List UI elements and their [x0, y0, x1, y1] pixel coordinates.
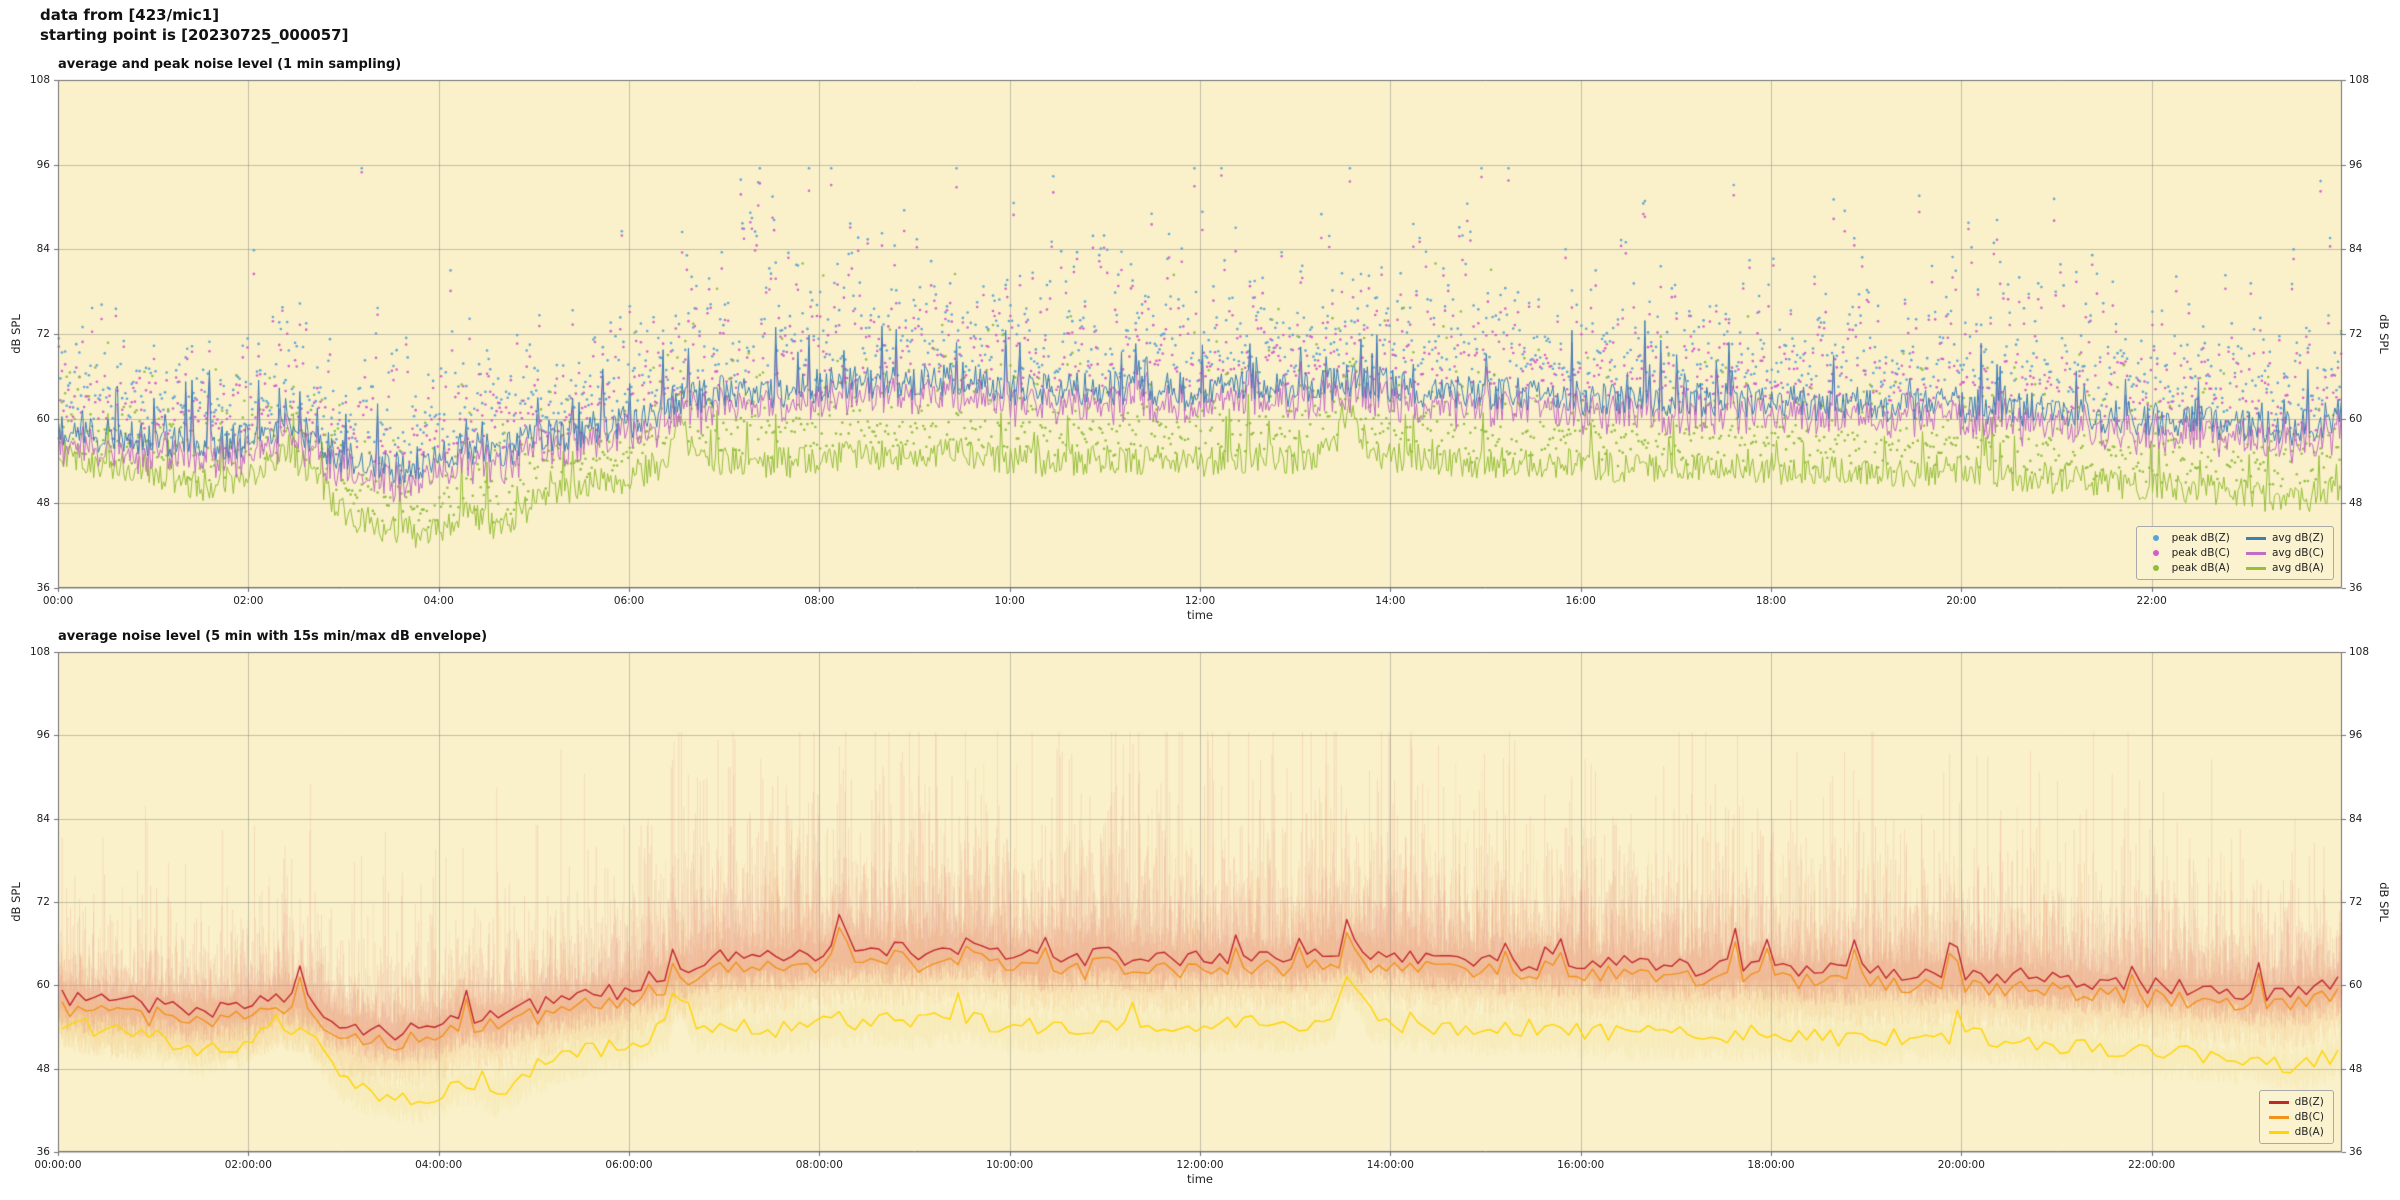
x-tick-label: 00:00: [42, 595, 74, 607]
legend-label: dB(Z): [2294, 1096, 2324, 1108]
legend-marker-dot-icon: [2152, 535, 2159, 541]
y-tick-label-left: 72: [36, 896, 50, 908]
x-tick-label: 08:00:00: [795, 1159, 843, 1171]
x-tick-label: 14:00:00: [1366, 1159, 1414, 1171]
x-tick-label: 06:00: [613, 595, 645, 607]
legend-label: peak dB(Z): [2171, 532, 2230, 544]
x-tick-label: 10:00: [994, 595, 1025, 607]
legend-marker-dot-icon: [2152, 550, 2159, 556]
y-tick-label-left: 84: [36, 812, 50, 825]
y-tick-label-left: 108: [29, 646, 50, 658]
x-tick-label: 00:00:00: [34, 1159, 82, 1171]
x-tick-label: 22:00:00: [2128, 1159, 2176, 1171]
x-tick-label: 10:00:00: [986, 1159, 1034, 1171]
y-tick-label-right: 48: [2349, 497, 2363, 510]
legend-label: avg dB(Z): [2271, 532, 2324, 544]
legend-item: dB(C): [2268, 1111, 2324, 1123]
y-tick-label-left: 48: [36, 1062, 50, 1075]
y-tick-label-right: 108: [2349, 646, 2370, 658]
x-tick-label: 20:00:00: [1937, 1159, 1985, 1171]
chart-title-top: average and peak noise level (1 min samp…: [58, 57, 402, 72]
legend-label: peak dB(C): [2171, 547, 2230, 559]
y-tick-label-right: 84: [2349, 243, 2363, 256]
x-tick-label: 06:00:00: [605, 1159, 653, 1171]
y-tick-label-right: 36: [2349, 582, 2363, 594]
y-tick-label-right: 96: [2349, 158, 2363, 171]
y-tick-label-left: 36: [36, 1146, 50, 1158]
figure-header: data from [423/mic1] starting point is […: [40, 6, 348, 45]
y-tick-label-right: 72: [2349, 328, 2363, 340]
x-tick-label: 16:00:00: [1557, 1159, 1605, 1171]
x-axis-label-bottom: time: [1187, 1172, 1213, 1186]
y-tick-label-right: 48: [2349, 1062, 2363, 1075]
y-tick-label-right: 36: [2349, 1146, 2363, 1158]
x-tick-label: 18:00:00: [1747, 1159, 1795, 1171]
legend-marker-line-icon: [2268, 1115, 2289, 1119]
legend-label: peak dB(A): [2171, 562, 2230, 574]
y-tick-label-left: 96: [36, 158, 50, 171]
x-tick-label: 20:00: [1946, 595, 1977, 607]
header-line-1: data from [423/mic1]: [40, 6, 220, 24]
y-tick-label-left: 36: [36, 582, 50, 594]
x-tick-label: 12:00: [1184, 595, 1216, 607]
y-tick-label-left: 84: [36, 243, 50, 256]
y-tick-label-left: 60: [36, 412, 50, 425]
header-line-2: starting point is [20230725_000057]: [40, 25, 349, 44]
x-tick-label: 02:00: [233, 595, 264, 607]
legend-label: dB(C): [2294, 1111, 2324, 1123]
legend-marker-line-icon: [2245, 536, 2266, 540]
y-tick-label-left: 72: [36, 328, 50, 340]
legend-item: avg dB(Z): [2245, 532, 2324, 544]
legend-marker-line-icon: [2245, 566, 2266, 570]
chart-title-bottom: average noise level (5 min with 15s min/…: [58, 629, 488, 644]
legend-marker-line-icon: [2245, 551, 2266, 555]
y-tick-label-right: 108: [2349, 74, 2370, 86]
y-tick-label-right: 60: [2349, 412, 2363, 425]
y-tick-label-right: 72: [2349, 896, 2363, 908]
y-tick-label-left: 108: [29, 74, 50, 86]
legend-item: avg dB(A): [2245, 562, 2324, 574]
x-tick-label: 12:00:00: [1176, 1159, 1224, 1171]
x-tick-label: 14:00: [1375, 595, 1406, 607]
legend-marker-line-icon: [2268, 1130, 2289, 1134]
x-tick-label: 18:00: [1755, 595, 1787, 607]
chart-legend: peak dB(Z) peak dB(C) peak dB(A) avg dB(Z) a…: [2135, 526, 2334, 580]
x-tick-label: 08:00: [804, 595, 835, 607]
y-tick-label-left: 48: [36, 497, 50, 510]
x-tick-label: 16:00: [1565, 595, 1596, 607]
legend-marker-dot-icon: [2152, 565, 2159, 571]
y-tick-label-right: 84: [2349, 812, 2363, 825]
y-tick-label-left: 96: [36, 729, 50, 742]
y-tick-label-left: 60: [36, 979, 50, 992]
x-tick-label: 04:00:00: [415, 1159, 463, 1171]
legend-item: peak dB(A): [2146, 562, 2230, 574]
legend-item: dB(Z): [2268, 1096, 2324, 1108]
legend-marker-line-icon: [2268, 1100, 2289, 1104]
chart-legend: dB(Z) dB(C) dB(A): [2258, 1090, 2334, 1144]
x-tick-label: 22:00: [2136, 595, 2167, 607]
legend-label: avg dB(C): [2271, 547, 2324, 559]
x-tick-label: 04:00: [423, 595, 454, 607]
legend-item: peak dB(Z): [2146, 532, 2230, 544]
legend-item: dB(A): [2268, 1126, 2324, 1138]
legend-item: avg dB(C): [2245, 547, 2324, 559]
legend-label: avg dB(A): [2271, 562, 2324, 574]
y-tick-label-right: 60: [2349, 979, 2363, 992]
x-axis-label-top: time: [1187, 608, 1213, 622]
x-tick-label: 02:00:00: [224, 1159, 272, 1171]
legend-item: peak dB(C): [2146, 547, 2230, 559]
y-tick-label-right: 96: [2349, 729, 2363, 742]
legend-label: dB(A): [2294, 1126, 2324, 1138]
